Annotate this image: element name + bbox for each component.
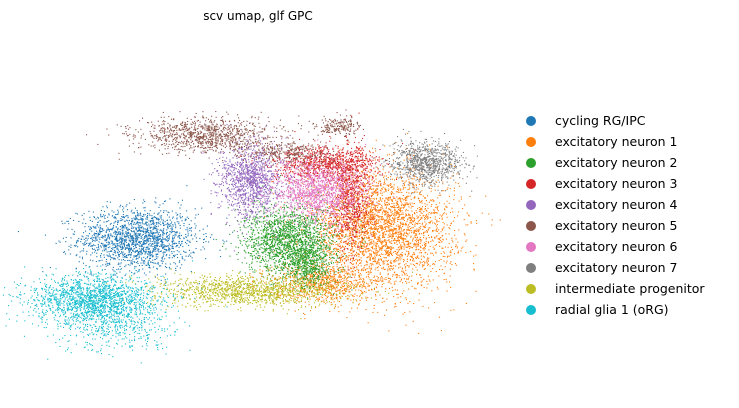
legend-marker-icon — [526, 241, 536, 252]
legend-item: intermediate progenitor — [526, 278, 705, 299]
legend-marker-icon — [526, 136, 536, 147]
legend-item: excitatory neuron 1 — [526, 131, 705, 152]
scatter-points-layer — [2, 109, 501, 364]
legend-item: radial glia 1 (oRG) — [526, 299, 705, 320]
legend-item: cycling RG/IPC — [526, 110, 705, 131]
legend-label: excitatory neuron 1 — [555, 134, 678, 149]
series-points-6 — [232, 139, 395, 246]
legend-label: excitatory neuron 2 — [555, 155, 678, 170]
series-points-0 — [17, 185, 234, 305]
legend-label: excitatory neuron 5 — [555, 218, 678, 233]
legend-item: excitatory neuron 5 — [526, 215, 705, 236]
legend-item: excitatory neuron 3 — [526, 173, 705, 194]
legend-marker-icon — [526, 199, 536, 210]
legend-label: cycling RG/IPC — [555, 113, 646, 128]
chart-legend: cycling RG/IPC excitatory neuron 1 excitat… — [526, 110, 705, 320]
series-points-3 — [239, 112, 416, 278]
legend-label: excitatory neuron 7 — [555, 260, 678, 275]
series-points-2 — [215, 174, 366, 299]
legend-marker-icon — [526, 304, 536, 315]
legend-label: radial glia 1 (oRG) — [555, 302, 669, 317]
series-points-9 — [2, 260, 228, 364]
series-points-7 — [361, 128, 478, 195]
umap-scatter-plot — [2, 109, 501, 364]
legend-marker-icon — [526, 178, 536, 189]
legend-label: intermediate progenitor — [555, 281, 705, 296]
series-points-8 — [106, 266, 414, 320]
legend-marker-icon — [526, 115, 536, 126]
legend-label: excitatory neuron 4 — [555, 197, 678, 212]
legend-marker-icon — [526, 262, 536, 273]
legend-label: excitatory neuron 3 — [555, 176, 678, 191]
legend-marker-icon — [526, 283, 536, 294]
series-points-5 — [86, 109, 364, 170]
legend-item: excitatory neuron 2 — [526, 152, 705, 173]
legend-marker-icon — [526, 220, 536, 231]
legend-label: excitatory neuron 6 — [555, 239, 678, 254]
legend-item: excitatory neuron 7 — [526, 257, 705, 278]
legend-marker-icon — [526, 157, 536, 168]
legend-item: excitatory neuron 6 — [526, 236, 705, 257]
legend-item: excitatory neuron 4 — [526, 194, 705, 215]
chart-title: scv umap, glf GPC — [203, 9, 313, 23]
